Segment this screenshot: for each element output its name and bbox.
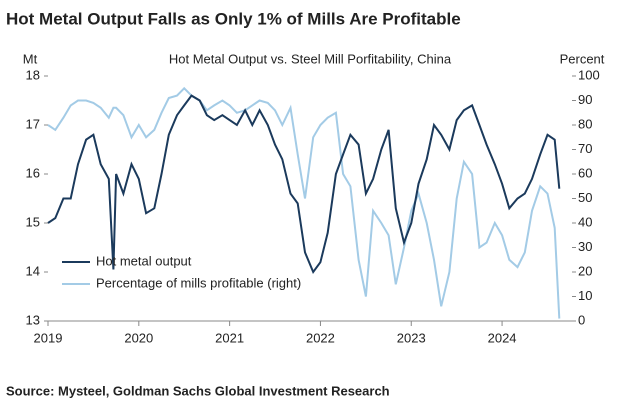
x-tick-label: 2021 [215, 330, 244, 345]
y2-tick-label: 100 [578, 67, 600, 82]
x-tick-label: 2023 [397, 330, 426, 345]
y2-tick-label: 40 [578, 214, 592, 229]
data-line [47, 86, 561, 319]
y2-tick-label: 0 [578, 312, 585, 327]
y-tick-label: 16 [26, 165, 40, 180]
y2-tick-label: 90 [578, 92, 592, 107]
y2-tick-label: 20 [578, 263, 592, 278]
x-tick-label: 2022 [306, 330, 335, 345]
y2-tick-label: 80 [578, 116, 592, 131]
y2-tick-label: 10 [578, 288, 592, 303]
chart-subtitle: Hot Metal Output vs. Steel Mill Porfitab… [169, 51, 452, 66]
data-line [47, 94, 561, 275]
y-tick-label: 14 [26, 263, 40, 278]
legend-label: Percentage of mills profitable (right) [96, 275, 301, 290]
y-tick-label: 17 [26, 116, 40, 131]
y2-tick-label: 70 [578, 141, 592, 156]
chart-title: Hot Metal Output Falls as Only 1% of Mil… [6, 9, 461, 28]
y-tick-label: 18 [26, 67, 40, 82]
y2-tick-label: 50 [578, 190, 592, 205]
y-axis-label: Mt [23, 51, 38, 66]
y-tick-label: 15 [26, 214, 40, 229]
y2-tick-label: 60 [578, 165, 592, 180]
source-note: Source: Mysteel, Goldman Sachs Global In… [6, 383, 390, 398]
x-tick-label: 2020 [124, 330, 153, 345]
legend-label: Hot metal output [96, 253, 192, 268]
y2-tick-label: 30 [578, 239, 592, 254]
y2-axis-label: Percent [560, 51, 605, 66]
y-tick-label: 13 [26, 312, 40, 327]
x-tick-label: 2024 [488, 330, 517, 345]
x-tick-label: 2019 [34, 330, 63, 345]
